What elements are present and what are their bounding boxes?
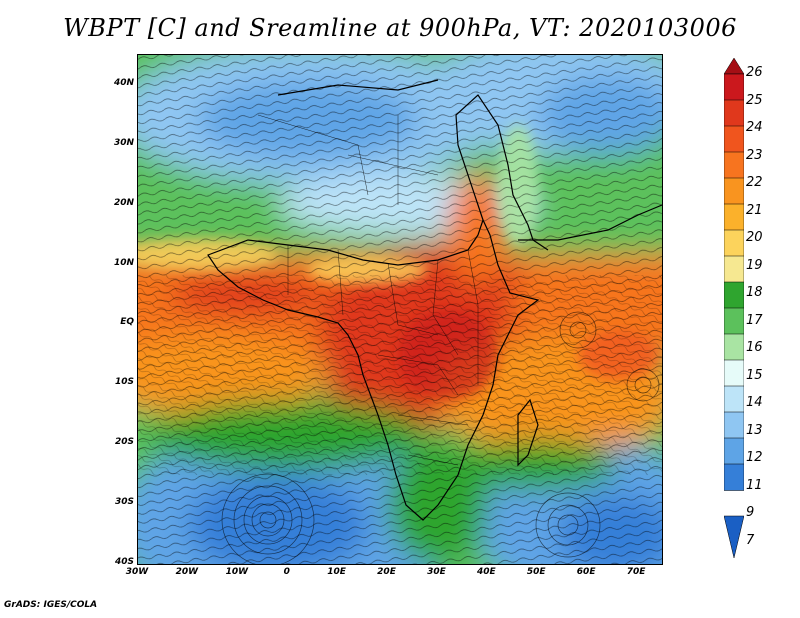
- colorbar-label: 19: [746, 257, 763, 273]
- lat-label: 20S: [114, 437, 134, 448]
- colorbar-label: 7: [746, 533, 755, 548]
- colorbar-swatch: [724, 359, 744, 387]
- colorbar-swatch: [724, 177, 744, 205]
- colorbar-label: 24: [746, 120, 763, 136]
- lat-label: 40S: [114, 557, 134, 567]
- colorbar-label: 11: [746, 477, 763, 493]
- colorbar-swatch: [724, 125, 744, 153]
- lon-label: 40E: [476, 567, 496, 577]
- lon-label: 50E: [526, 567, 546, 577]
- colorbar-label: 21: [746, 202, 763, 218]
- colorbar-label: 20: [746, 230, 763, 246]
- colorbar-swatch: [724, 307, 744, 335]
- colorbar-swatch: [724, 281, 744, 309]
- colorbar-swatch: [724, 99, 744, 127]
- lat-label: 20N: [113, 197, 134, 208]
- colorbar-label: 23: [746, 147, 763, 163]
- country-borders: [257, 114, 479, 466]
- colorbar-swatch: [724, 385, 744, 413]
- lon-label: 70E: [626, 567, 646, 577]
- swirl-indian-ocean: [535, 311, 660, 558]
- colorbar-label: 22: [746, 175, 763, 191]
- colorbar-swatch: [724, 437, 744, 465]
- colorbar-label: 25: [746, 92, 763, 108]
- coastlines: [207, 79, 662, 521]
- colorbar-label: 9: [746, 505, 755, 521]
- swirl-south-atlantic: [221, 473, 315, 564]
- colorbar-swatch: [724, 255, 744, 283]
- colorbar-label: 17: [746, 312, 763, 328]
- lat-label: 30S: [114, 497, 134, 508]
- colorbar-swatch: [724, 203, 744, 231]
- colorbar-label: 26: [746, 65, 763, 80]
- lon-label: 20W: [175, 567, 199, 577]
- colorbar-swatch: [724, 515, 744, 558]
- wbpt-field-map: [138, 55, 662, 564]
- lon-label: 30W: [125, 567, 149, 577]
- colorbar-swatch: [724, 229, 744, 257]
- lat-label: 10N: [113, 257, 134, 268]
- lon-label: 0: [283, 567, 290, 577]
- lat-label: 10S: [114, 377, 134, 388]
- colorbar-label: 13: [746, 422, 763, 438]
- grads-credit: GrADS: IGES/COLA: [4, 600, 98, 610]
- lon-label: 10E: [327, 567, 346, 577]
- colorbar-label: 16: [746, 340, 763, 356]
- colorbar-label: 18: [746, 285, 763, 301]
- lon-label: 10W: [225, 567, 249, 577]
- lat-label: 30N: [113, 137, 134, 148]
- colorbar-label: 15: [746, 367, 763, 383]
- colorbar-swatch: [724, 463, 744, 491]
- colorbar-swatch: [724, 411, 744, 439]
- chart-title: WBPT [C] and Sreamline at 900hPa, VT: 20…: [63, 14, 737, 42]
- lon-label: 20E: [377, 567, 396, 577]
- lon-label: 60E: [576, 567, 596, 577]
- colorbar-label: 12: [746, 450, 763, 466]
- colorbar: [724, 58, 744, 558]
- colorbar-swatch: [724, 58, 744, 75]
- colorbar-swatch: [724, 333, 744, 361]
- map-plot-area: [137, 54, 663, 565]
- colorbar-swatch: [724, 73, 744, 101]
- lat-label: 40N: [113, 77, 134, 88]
- lon-label: 30E: [427, 567, 446, 577]
- colorbar-label: 14: [746, 395, 763, 411]
- colorbar-swatch: [724, 151, 744, 179]
- lat-label: EQ: [120, 317, 134, 328]
